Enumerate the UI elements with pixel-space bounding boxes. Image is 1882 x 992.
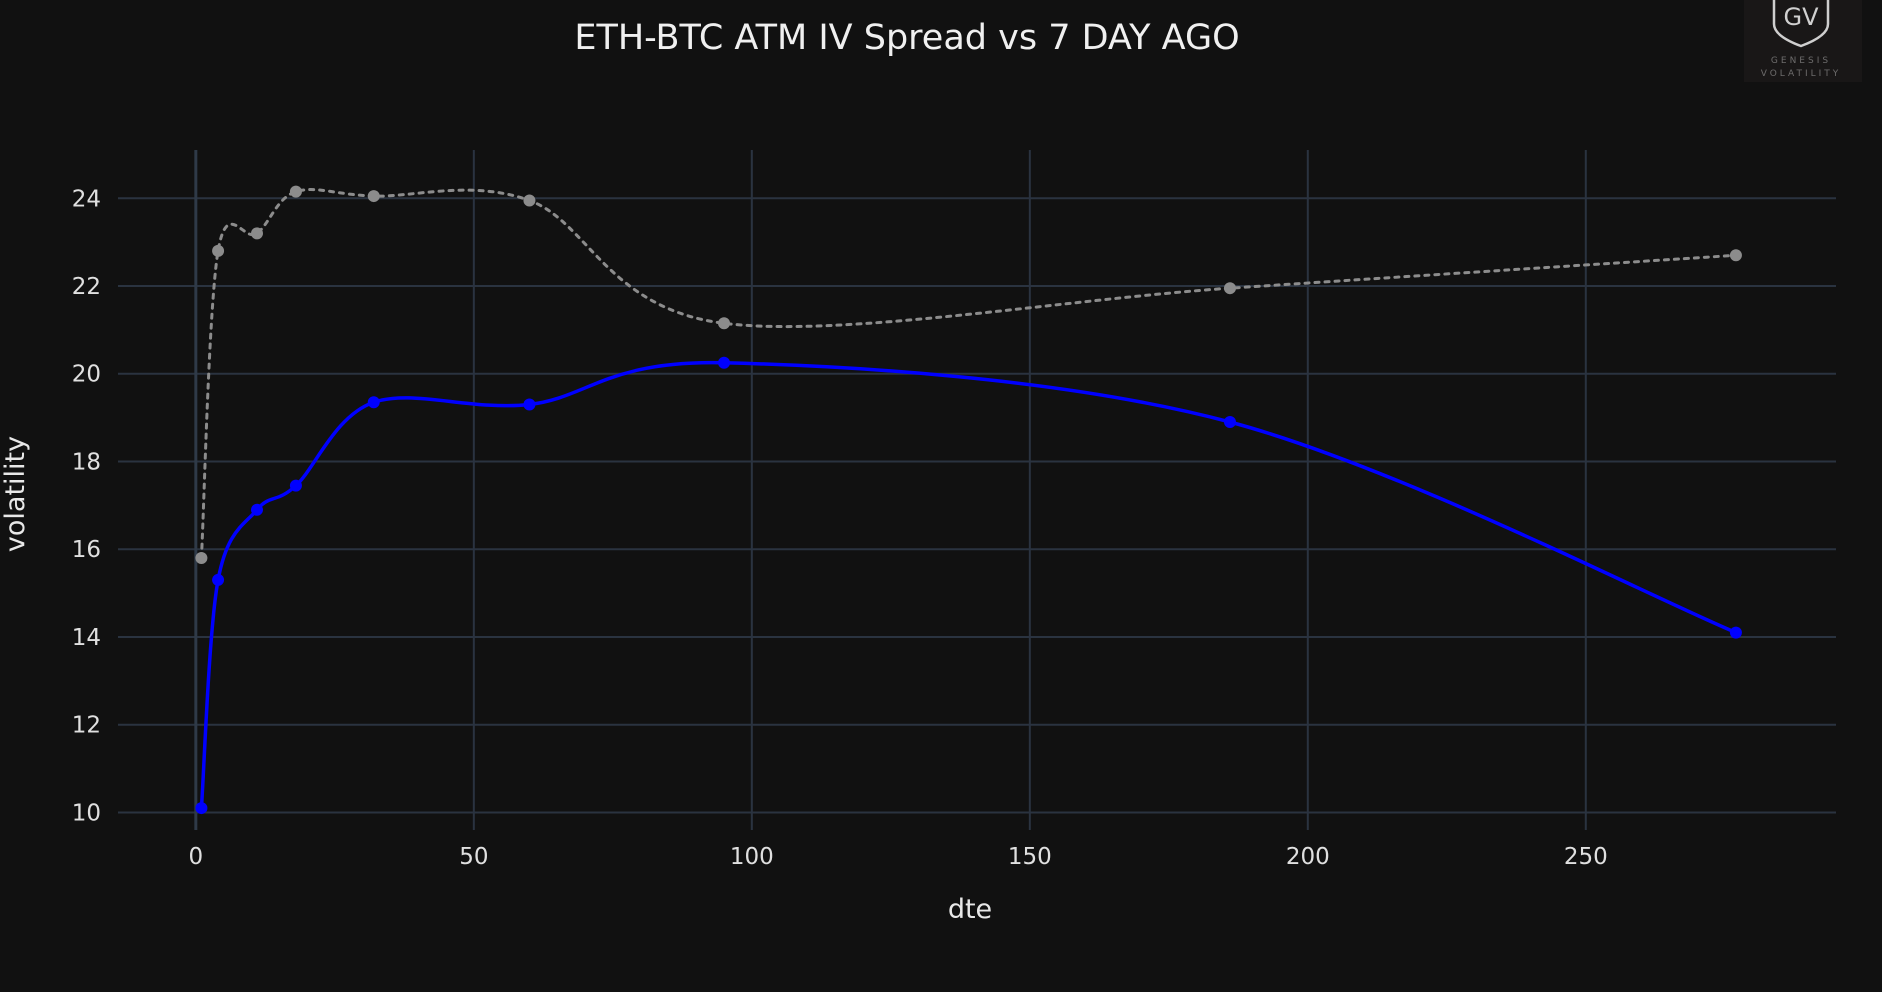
grid-layer: [118, 150, 1836, 830]
series-7-day-ago: [195, 185, 1742, 564]
x-tick-label: 200: [1286, 844, 1330, 870]
y-axis-label: volatility: [0, 436, 31, 552]
logo-line2: VOLATILITY: [1761, 69, 1842, 79]
point-current: [250, 503, 263, 516]
point-current: [289, 479, 302, 492]
point-current: [718, 356, 731, 369]
y-tick-label: 24: [72, 186, 101, 212]
point-7-day-ago: [718, 317, 731, 330]
y-tick-label: 20: [72, 362, 101, 388]
point-7-day-ago: [289, 185, 302, 198]
tick-layer: 10 12 14 16 18 20 22 24 0 50 100 150 200 250: [72, 186, 1608, 870]
point-7-day-ago: [1223, 282, 1236, 295]
y-tick-label: 16: [72, 537, 101, 563]
logo-mark: GV: [1783, 3, 1819, 31]
y-tick-label: 12: [72, 713, 101, 739]
point-7-day-ago: [212, 244, 225, 257]
y-tick-label: 14: [72, 625, 101, 651]
x-tick-label: 250: [1564, 844, 1608, 870]
x-tick-label: 100: [730, 844, 774, 870]
point-current: [1729, 626, 1742, 639]
point-current: [195, 802, 208, 815]
logo-background: [1744, 0, 1862, 82]
y-tick-label: 22: [72, 274, 101, 300]
x-tick-label: 0: [189, 844, 204, 870]
x-tick-label: 50: [459, 844, 488, 870]
series-layer: [195, 185, 1742, 815]
chart-title: ETH-BTC ATM IV Spread vs 7 DAY AGO: [574, 18, 1239, 58]
x-tick-label: 150: [1008, 844, 1052, 870]
shield-icon: [1772, 0, 1830, 48]
series-current: [195, 356, 1742, 815]
point-current: [367, 396, 380, 409]
point-7-day-ago: [250, 227, 263, 240]
y-tick-label: 10: [72, 800, 101, 826]
logo-line1: GENESIS: [1771, 56, 1831, 66]
point-7-day-ago: [367, 190, 380, 203]
y-tick-label: 18: [72, 449, 101, 475]
point-current: [1223, 416, 1236, 428]
genesis-volatility-logo: GV GENESIS VOLATILITY: [1744, 0, 1862, 82]
point-7-day-ago: [1729, 249, 1742, 262]
point-7-day-ago: [523, 194, 536, 207]
line-current: [199, 360, 1738, 810]
point-current: [212, 573, 225, 586]
point-7-day-ago: [195, 552, 208, 564]
point-current: [523, 398, 536, 411]
x-axis-label: dte: [948, 894, 992, 925]
